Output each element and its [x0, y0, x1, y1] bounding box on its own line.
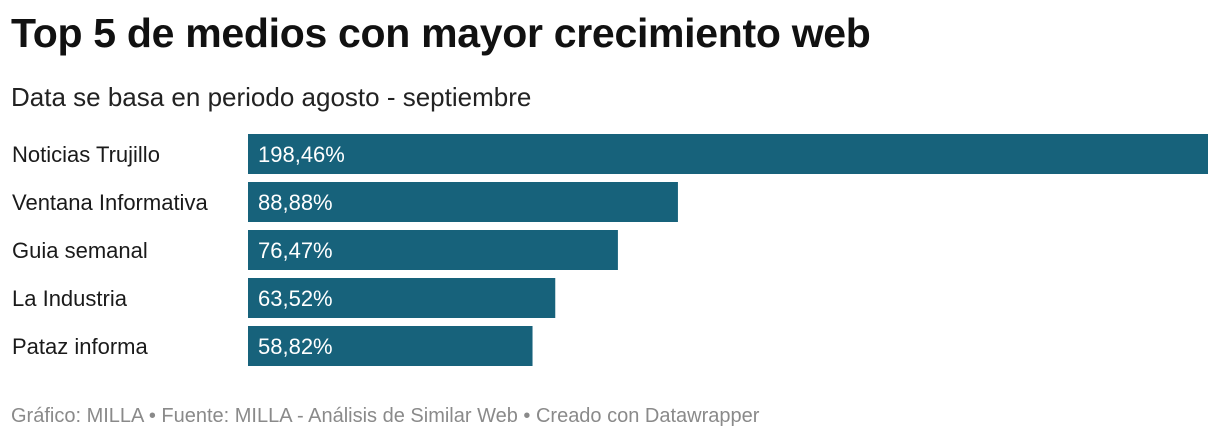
category-label: La Industria — [12, 286, 128, 311]
bar — [248, 134, 1208, 174]
chart-subtitle: Data se basa en periodo agosto - septiem… — [11, 82, 532, 112]
bar-value-label: 76,47% — [258, 238, 333, 263]
chart-footer: Gráfico: MILLA • Fuente: MILLA - Análisi… — [11, 405, 760, 427]
bar-value-label: 58,82% — [258, 334, 333, 359]
bar — [248, 182, 678, 222]
category-label: Noticias Trujillo — [12, 142, 160, 167]
bar — [248, 326, 533, 366]
chart-title: Top 5 de medios con mayor crecimiento we… — [11, 10, 871, 56]
bar-value-label: 88,88% — [258, 190, 333, 215]
bar-value-label: 63,52% — [258, 286, 333, 311]
category-label: Guia semanal — [12, 238, 148, 263]
category-label: Ventana Informativa — [12, 190, 208, 215]
bar-value-label: 198,46% — [258, 142, 345, 167]
bar — [248, 230, 618, 270]
category-label: Pataz informa — [12, 334, 148, 359]
bar — [248, 278, 556, 318]
